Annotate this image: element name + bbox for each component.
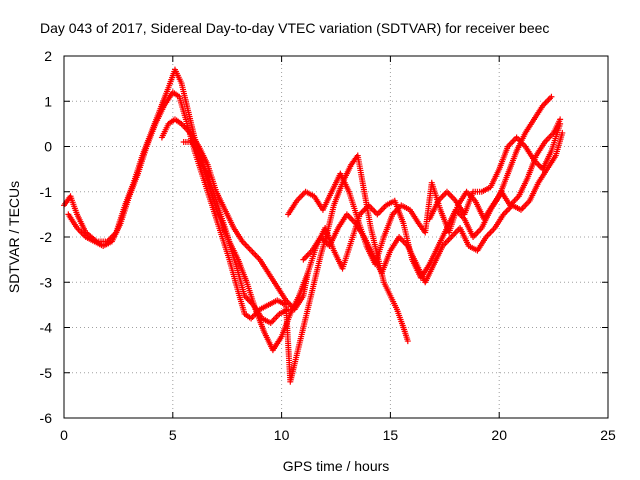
data-point-marker bbox=[559, 129, 566, 136]
data-point-marker bbox=[557, 120, 564, 127]
y-tick-label: -1 bbox=[40, 184, 53, 200]
series-track-7 bbox=[426, 120, 564, 222]
data-markers bbox=[61, 66, 566, 385]
x-axis-label: GPS time / hours bbox=[283, 458, 390, 474]
data-point-marker bbox=[548, 93, 555, 100]
x-tick-label: 20 bbox=[491, 427, 507, 443]
y-axis-label: SDTVAR / TECUs bbox=[6, 181, 22, 293]
y-tick-label: -3 bbox=[40, 274, 53, 290]
y-tick-label: -5 bbox=[40, 365, 53, 381]
y-tick-label: 1 bbox=[44, 93, 52, 109]
x-tick-label: 15 bbox=[383, 427, 399, 443]
x-tick-label: 10 bbox=[274, 427, 290, 443]
y-tick-label: -6 bbox=[40, 410, 53, 426]
series-track-3 bbox=[158, 116, 311, 313]
y-axis-tick-labels: -6 -5 -4 -3 -2 -1 0 1 2 bbox=[40, 48, 53, 426]
series-track-4 bbox=[180, 138, 292, 326]
x-tick-label: 0 bbox=[60, 427, 68, 443]
data-point-marker bbox=[404, 338, 411, 345]
data-point-marker bbox=[285, 306, 292, 313]
y-tick-label: -4 bbox=[40, 320, 53, 336]
x-tick-label: 25 bbox=[600, 427, 616, 443]
y-tick-label: 0 bbox=[44, 139, 52, 155]
series-track-6 bbox=[300, 129, 566, 286]
y-tick-label: 2 bbox=[44, 48, 52, 64]
chart-title: Day 043 of 2017, Sidereal Day-to-day VTE… bbox=[40, 20, 549, 36]
axis-ticks bbox=[63, 55, 609, 419]
y-tick-label: -2 bbox=[40, 229, 53, 245]
x-tick-label: 5 bbox=[169, 427, 177, 443]
data-point-marker bbox=[304, 270, 311, 277]
x-axis-tick-labels: 0 5 10 15 20 25 bbox=[60, 427, 616, 443]
